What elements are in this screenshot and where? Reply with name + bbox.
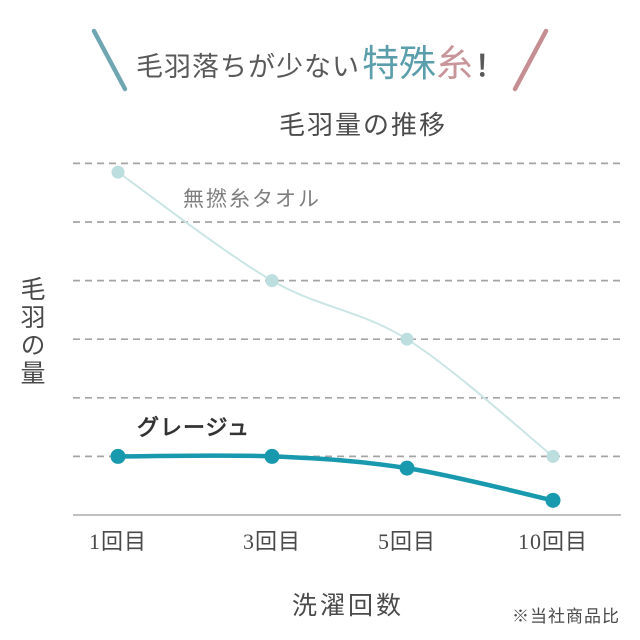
data-point [546, 449, 560, 463]
x-tick-label: 3回目 [242, 529, 302, 554]
right-slash-icon [512, 28, 549, 92]
data-point [110, 448, 126, 464]
series-line [117, 171, 554, 458]
data-point [264, 448, 280, 464]
series-label-untwisted-yarn-towel: 無撚糸タオル [183, 187, 321, 211]
data-point [400, 332, 414, 346]
x-tick-label: 10回目 [517, 529, 589, 554]
header-banner: 毛羽落ちが少ない 特殊 糸 ！ [0, 24, 640, 96]
data-point [265, 274, 279, 288]
x-tick-labels: 1回目 3回目 5回目 10回目 [0, 524, 640, 554]
x-axis-title: 洗濯回数 [291, 593, 404, 620]
y-axis-label: 毛羽の量 [17, 276, 44, 388]
header-exclamation: ！ [474, 51, 504, 83]
footnote: ※当社商品比 [512, 607, 620, 626]
header-highlight-ito: 糸 [435, 44, 473, 85]
series-label-greige: グレージュ [137, 415, 251, 440]
data-point [111, 165, 125, 179]
x-tick-label: 5回目 [377, 529, 437, 554]
left-slash-icon [91, 28, 128, 92]
data-point [399, 460, 415, 476]
header-text: 毛羽落ちが少ない 特殊 糸 ！ [136, 33, 504, 87]
header-prefix-text: 毛羽落ちが少ない [135, 52, 360, 82]
chart-title: 毛羽量の推移 [278, 111, 447, 140]
series-line [115, 453, 556, 503]
x-tick-label: 1回目 [88, 529, 148, 554]
header-highlight-tokushu: 特殊 [361, 44, 436, 85]
data-point [545, 492, 561, 508]
